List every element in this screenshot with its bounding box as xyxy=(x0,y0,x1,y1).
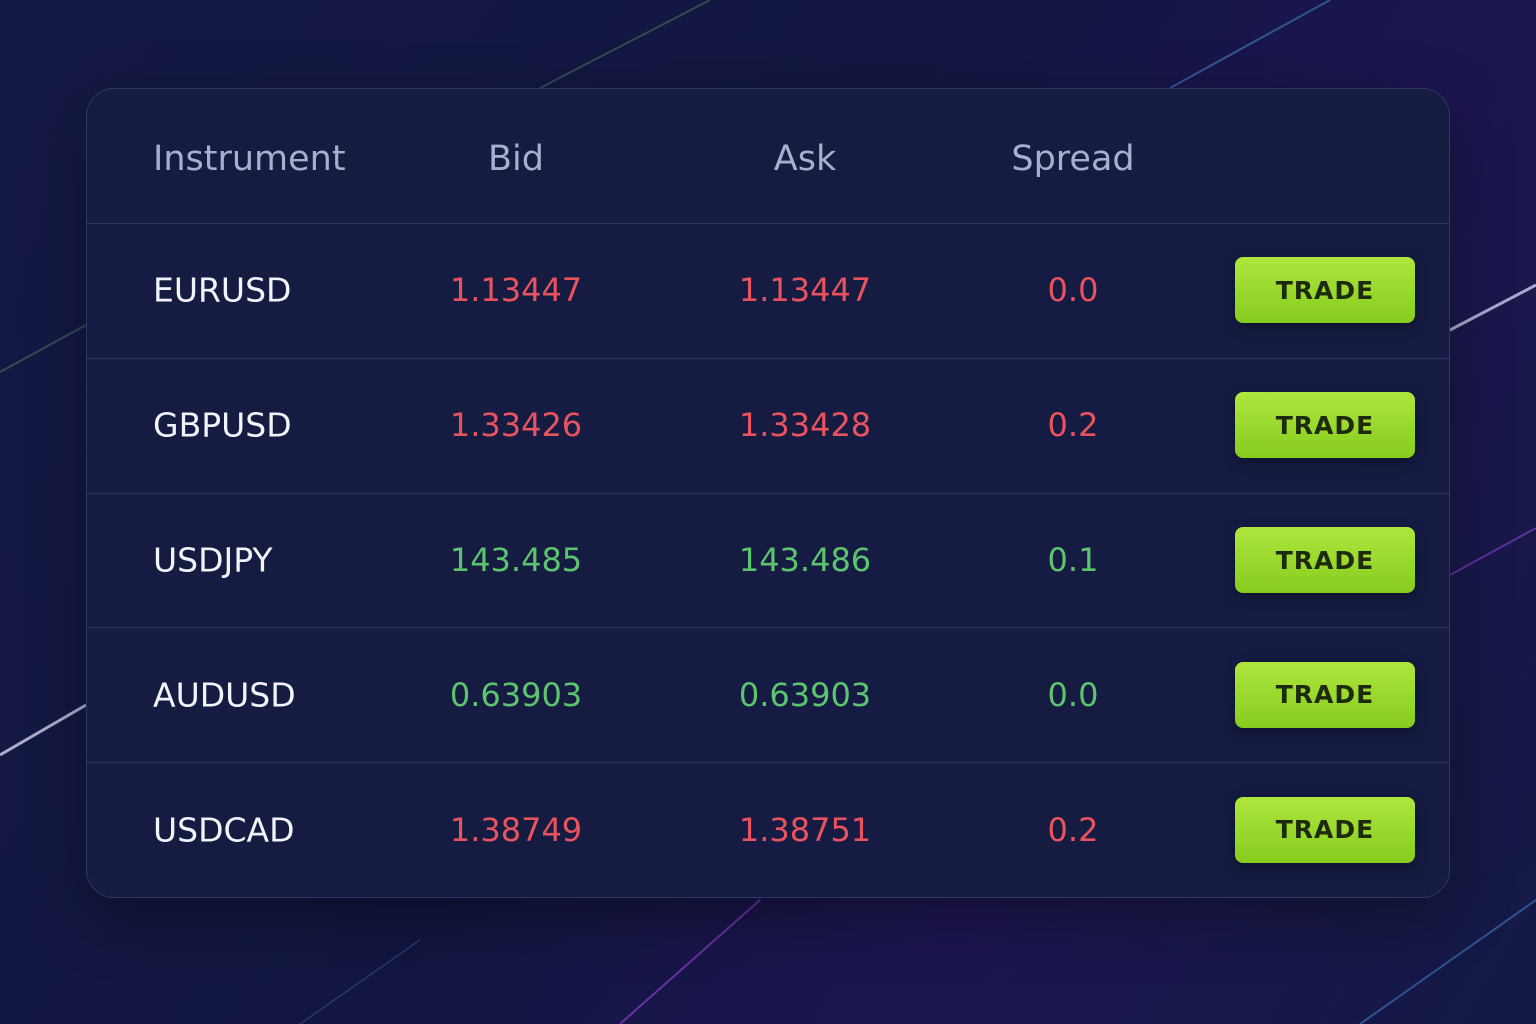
instrument: EURUSD xyxy=(153,270,292,310)
bid-price: 1.38749 xyxy=(449,810,583,849)
ask-price: 143.486 xyxy=(738,541,872,579)
bid-price: 0.63903 xyxy=(449,675,583,714)
bid-price: 1.13447 xyxy=(449,271,583,310)
spread-price: 0.0 xyxy=(1047,271,1099,310)
trade-button[interactable]: TRADE xyxy=(1235,527,1415,593)
instrument: AUDUSD xyxy=(153,675,296,715)
ask-price: 0.63903 xyxy=(738,675,872,714)
spread-price: 0.2 xyxy=(1047,810,1099,849)
instrument: GBPUSD xyxy=(153,405,292,445)
row-separator xyxy=(87,357,1449,359)
trade-button[interactable]: TRADE xyxy=(1235,392,1415,459)
row-separator xyxy=(87,492,1449,494)
column-header: Bid xyxy=(488,139,544,179)
spread-price: 0.2 xyxy=(1047,406,1099,445)
instrument: USDJPY xyxy=(153,540,273,580)
header-separator xyxy=(87,223,1449,224)
bid-price: 143.485 xyxy=(449,541,583,579)
spread-price: 0.0 xyxy=(1047,675,1099,714)
ask-price: 1.33428 xyxy=(738,406,872,445)
ask-price: 1.38751 xyxy=(738,810,872,849)
row-separator xyxy=(87,762,1449,764)
bid-price: 1.33426 xyxy=(449,406,583,445)
column-header: Instrument xyxy=(153,139,346,179)
trade-button[interactable]: TRADE xyxy=(1235,257,1415,324)
ask-price: 1.13447 xyxy=(738,271,872,310)
column-header: Spread xyxy=(1011,139,1135,179)
instrument: USDCAD xyxy=(153,810,295,850)
trade-button[interactable]: TRADE xyxy=(1235,661,1415,728)
column-header: Ask xyxy=(773,139,837,179)
spread-price: 0.1 xyxy=(1047,541,1099,579)
trade-button[interactable]: TRADE xyxy=(1235,796,1415,863)
row-separator xyxy=(87,627,1449,629)
quotes-table: Instrument Bid Ask Spread EURUSD 1.13447 1.134… xyxy=(86,88,1450,898)
